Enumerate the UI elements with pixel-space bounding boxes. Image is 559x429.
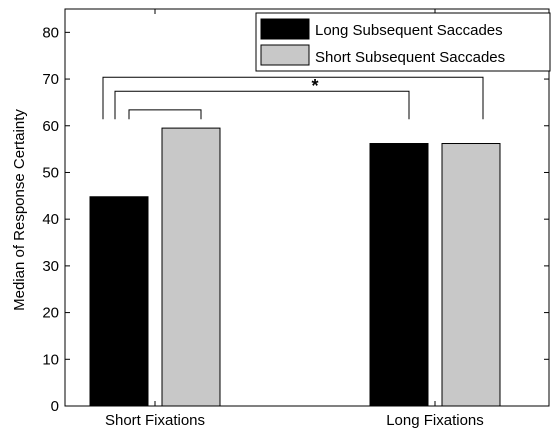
y-tick-label: 20 <box>42 305 59 322</box>
significance-star: * <box>311 76 318 96</box>
comparison-bracket <box>114 90 410 120</box>
comparison-bracket <box>128 109 202 120</box>
bar <box>441 143 501 407</box>
legend: Long Subsequent Saccades Short Subsequen… <box>255 12 551 72</box>
bar <box>369 143 429 407</box>
comparison-brackets <box>102 76 484 120</box>
y-tick-label: 70 <box>42 71 59 88</box>
legend-swatch-short <box>260 44 310 66</box>
bar <box>89 196 149 407</box>
plot-frame <box>64 8 550 407</box>
legend-label-long: Long Subsequent Saccades <box>315 22 503 39</box>
bar <box>161 127 221 407</box>
y-tick-label: 10 <box>42 351 59 368</box>
y-tick-label: 40 <box>42 211 59 228</box>
y-tick-label: 60 <box>42 118 59 135</box>
legend-swatch-long <box>260 18 310 40</box>
comparison-bracket <box>102 76 484 120</box>
y-tick-label: 0 <box>51 398 59 415</box>
y-tick-label: 30 <box>42 258 59 275</box>
y-axis-label: Median of Response Certainty <box>11 109 28 311</box>
axes: 0 10 20 30 40 50 60 70 80 Short Fixations Long Fix… <box>42 8 550 429</box>
x-tick-label: Long Fixations <box>386 412 484 429</box>
y-tick-label: 80 <box>42 24 59 41</box>
legend-label-short: Short Subsequent Saccades <box>315 49 505 66</box>
y-tick-label: 50 <box>42 164 59 181</box>
bars <box>89 127 501 407</box>
x-tick-label: Short Fixations <box>105 412 205 429</box>
